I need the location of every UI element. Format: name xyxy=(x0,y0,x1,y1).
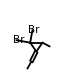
Text: Br: Br xyxy=(13,35,24,45)
Text: Br: Br xyxy=(28,25,39,35)
